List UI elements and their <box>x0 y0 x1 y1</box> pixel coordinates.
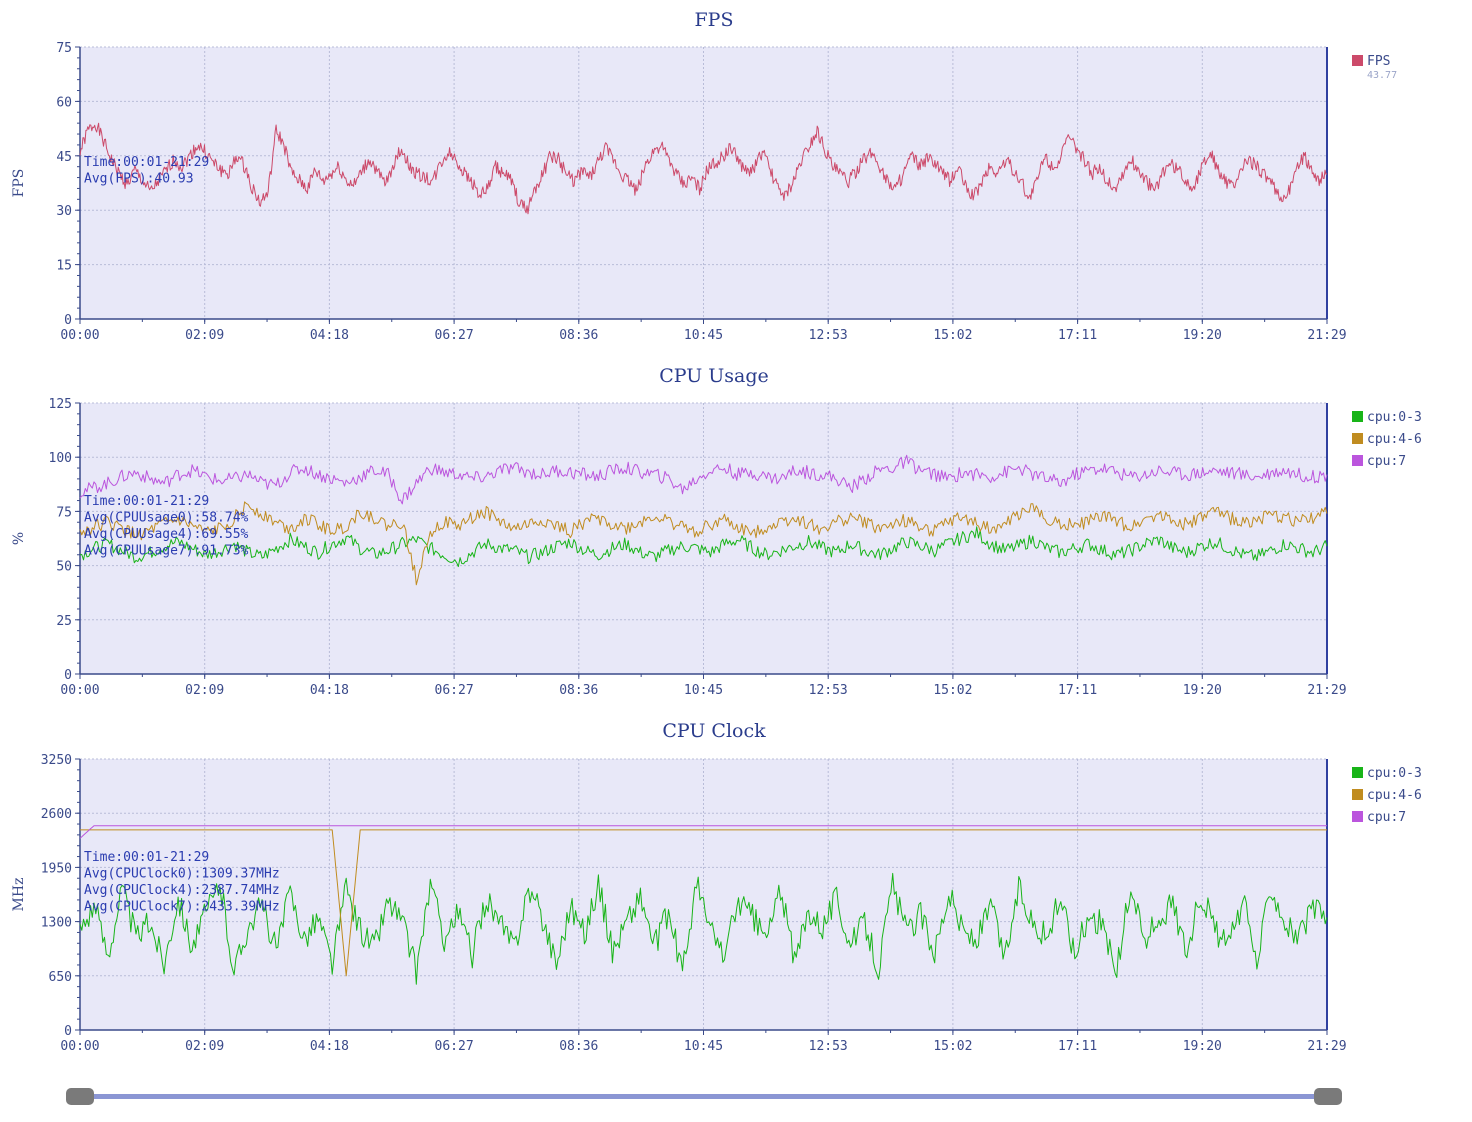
x-tick-label: 17:11 <box>1058 328 1097 343</box>
x-tick-label: 10:45 <box>684 683 723 698</box>
annotation-text: Avg(CPUClock0):1309.37MHz <box>84 867 280 882</box>
x-tick-label: 08:36 <box>559 1039 598 1054</box>
x-tick-label: 17:11 <box>1058 1039 1097 1054</box>
x-tick-label: 15:02 <box>933 328 972 343</box>
y-tick-label: 45 <box>56 150 72 165</box>
y-tick-label: 30 <box>56 204 72 219</box>
legend-label: cpu:4-6 <box>1367 432 1422 447</box>
legend-swatch <box>1352 455 1363 466</box>
chart-1: 0 25 50 75 100 125 00:00 02:09 04:18 06:27 08:36 10… <box>11 365 1422 698</box>
series-line-cpu03 <box>79 526 1328 568</box>
x-tick-label: 10:45 <box>684 328 723 343</box>
series-line-FPS <box>79 122 1328 215</box>
chart-2: 0 650 1300 1950 2600 3250 00:00 02:09 04:18 06:27… <box>11 720 1422 1054</box>
x-tick-label: 00:00 <box>60 683 99 698</box>
x-tick-label: 21:29 <box>1307 683 1346 698</box>
x-tick-label: 06:27 <box>435 328 474 343</box>
legend-swatch <box>1352 811 1363 822</box>
x-tick-label: 17:11 <box>1058 683 1097 698</box>
chart-title: CPU Clock <box>662 720 766 742</box>
slider-handle-end[interactable] <box>1314 1088 1342 1105</box>
legend-swatch <box>1352 433 1363 444</box>
x-tick-label: 19:20 <box>1183 683 1222 698</box>
y-tick-label: 0 <box>64 668 72 683</box>
annotation-text: Avg(CPUClock4):2387.74MHz <box>84 883 280 898</box>
x-tick-label: 04:18 <box>310 328 349 343</box>
annotation-text: Avg(CPUUsage4):69.55% <box>84 527 249 542</box>
legend-swatch <box>1352 789 1363 800</box>
x-tick-label: 02:09 <box>185 328 224 343</box>
y-axis-label: % <box>11 532 27 545</box>
x-tick-label: 12:53 <box>809 1039 848 1054</box>
y-tick-label: 60 <box>56 95 72 110</box>
legend-swatch <box>1352 55 1363 66</box>
x-tick-label: 02:09 <box>185 683 224 698</box>
legend-label: cpu:7 <box>1367 454 1406 469</box>
chart-title: CPU Usage <box>659 365 769 387</box>
legend-swatch <box>1352 411 1363 422</box>
y-axis-label: FPS <box>11 169 27 198</box>
y-tick-label: 1950 <box>41 861 72 876</box>
y-tick-label: 125 <box>49 397 72 412</box>
y-tick-label: 0 <box>64 1024 72 1039</box>
x-tick-label: 00:00 <box>60 328 99 343</box>
series-line-cpu46 <box>79 501 1328 586</box>
series-line-cpu46 <box>80 829 1327 977</box>
annotation-text: Avg(CPUUsage7):91.73% <box>84 544 249 559</box>
x-tick-label: 12:53 <box>809 683 848 698</box>
legend-label: cpu:4-6 <box>1367 788 1422 803</box>
legend-label: cpu:0-3 <box>1367 766 1422 781</box>
y-tick-label: 75 <box>56 41 72 56</box>
x-tick-label: 06:27 <box>435 1039 474 1054</box>
y-tick-label: 15 <box>56 259 72 274</box>
y-tick-label: 100 <box>49 451 72 466</box>
annotation-text: Time:00:01-21:29 <box>84 494 209 509</box>
x-tick-label: 21:29 <box>1307 328 1346 343</box>
y-tick-label: 3250 <box>41 753 72 768</box>
y-axis-label: MHz <box>11 878 27 912</box>
series-line-cpu03 <box>79 872 1328 985</box>
chart-title: FPS <box>695 9 734 31</box>
y-tick-label: 75 <box>56 505 72 520</box>
y-tick-label: 50 <box>56 560 72 575</box>
x-tick-label: 04:18 <box>310 683 349 698</box>
legend-label: cpu:0-3 <box>1367 410 1422 425</box>
legend-label: cpu:7 <box>1367 810 1406 825</box>
y-tick-label: 650 <box>49 970 72 985</box>
legend-label: FPS <box>1367 54 1390 69</box>
annotation-text: Time:00:01-21:29 <box>84 850 209 865</box>
time-range-slider[interactable] <box>66 1088 1342 1106</box>
x-tick-label: 15:02 <box>933 1039 972 1054</box>
x-tick-label: 02:09 <box>185 1039 224 1054</box>
annotation-text: Time:00:01-21:29 <box>84 155 209 170</box>
x-tick-label: 12:53 <box>809 328 848 343</box>
y-tick-label: 25 <box>56 614 72 629</box>
annotation-text: Avg(CPUClock7):2433.39MHz <box>84 900 280 915</box>
y-tick-label: 0 <box>64 313 72 328</box>
chart-0: 0 15 30 45 60 75 00:00 02:09 04:18 06:27 08:36 10:4… <box>11 9 1397 343</box>
annotation-text: Avg(FPS):40.93 <box>84 172 194 187</box>
annotation-text: Avg(CPUUsage0):58.74% <box>84 511 249 526</box>
legend-swatch <box>1352 767 1363 778</box>
x-tick-label: 15:02 <box>933 683 972 698</box>
series-line-cpu7 <box>79 825 1327 839</box>
slider-track[interactable] <box>80 1094 1328 1099</box>
y-tick-label: 2600 <box>41 807 72 822</box>
x-tick-label: 19:20 <box>1183 1039 1222 1054</box>
x-tick-label: 06:27 <box>435 683 474 698</box>
legend-value: 43.77 <box>1367 70 1397 81</box>
slider-handle-start[interactable] <box>66 1088 94 1105</box>
x-tick-label: 21:29 <box>1307 1039 1346 1054</box>
x-tick-label: 08:36 <box>559 683 598 698</box>
x-tick-label: 00:00 <box>60 1039 99 1054</box>
x-tick-label: 10:45 <box>684 1039 723 1054</box>
x-tick-label: 19:20 <box>1183 328 1222 343</box>
x-tick-label: 08:36 <box>559 328 598 343</box>
x-tick-label: 04:18 <box>310 1039 349 1054</box>
series-line-cpu7 <box>79 454 1328 505</box>
y-tick-label: 1300 <box>41 916 72 931</box>
